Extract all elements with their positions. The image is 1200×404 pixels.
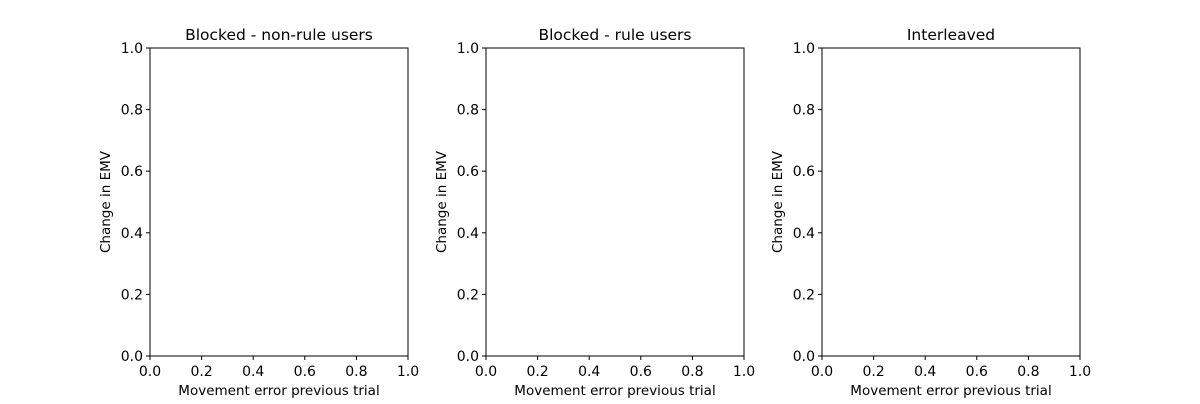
chart-panel-3: Interleaved 0.0 0.2 0.4 0.6 0.8 1.0 0.0 0.2 0.4 0.… <box>770 26 1091 399</box>
y-tick-label: 1.0 <box>793 41 815 57</box>
x-tick-label: 0.6 <box>966 364 988 380</box>
x-tick-label: 0.0 <box>475 364 497 380</box>
x-axis-label: Movement error previous trial <box>514 383 715 399</box>
x-tick-label: 0.2 <box>862 364 884 380</box>
chart-title: Blocked - rule users <box>538 26 691 44</box>
y-tick-label: 1.0 <box>121 41 143 57</box>
y-tick-label: 0.8 <box>457 103 479 119</box>
x-tick-label: 0.4 <box>242 364 264 380</box>
x-tick-label: 0.2 <box>526 364 548 380</box>
y-axis-label: Change in EMV <box>770 150 786 253</box>
x-tick-label: 0.4 <box>578 364 600 380</box>
y-tick-label: 0.8 <box>793 103 815 119</box>
x-tick-label: 0.8 <box>681 364 703 380</box>
chart-title: Blocked - non-rule users <box>185 26 373 44</box>
plot-area <box>485 47 745 357</box>
x-tick-label: 0.4 <box>914 364 936 380</box>
y-tick-label: 0.8 <box>121 103 143 119</box>
x-tick-label: 0.2 <box>190 364 212 380</box>
x-tick-label: 0.6 <box>630 364 652 380</box>
plot-area <box>149 47 409 357</box>
y-tick-label: 0.0 <box>121 349 143 365</box>
x-tick-label: 1.0 <box>397 364 419 380</box>
x-tick-label: 1.0 <box>733 364 755 380</box>
plot-area <box>821 47 1081 357</box>
x-tick-label: 0.8 <box>345 364 367 380</box>
y-tick-label: 0.4 <box>793 226 815 242</box>
y-tick-label: 0.2 <box>457 287 479 303</box>
x-tick-label: 0.0 <box>139 364 161 380</box>
x-axis-label: Movement error previous trial <box>178 383 379 399</box>
x-tick-label: 1.0 <box>1069 364 1091 380</box>
chart-panel-1: Blocked - non-rule users 0.0 0.2 0.4 0.6 0.8 1… <box>98 26 419 399</box>
x-tick-label: 0.0 <box>811 364 833 380</box>
y-axis-label: Change in EMV <box>434 150 450 253</box>
x-tick-label: 0.8 <box>1017 364 1039 380</box>
y-tick-label: 0.6 <box>793 164 815 180</box>
y-tick-label: 0.2 <box>121 287 143 303</box>
y-tick-label: 0.6 <box>457 164 479 180</box>
chart-panel-2: Blocked - rule users 0.0 0.2 0.4 0.6 0.8 1.0 0.… <box>434 26 755 399</box>
y-tick-label: 1.0 <box>457 41 479 57</box>
x-axis-label: Movement error previous trial <box>850 383 1051 399</box>
y-tick-label: 0.0 <box>457 349 479 365</box>
y-axis-label: Change in EMV <box>98 150 114 253</box>
y-tick-label: 0.2 <box>793 287 815 303</box>
y-tick-label: 0.4 <box>121 226 143 242</box>
x-tick-label: 0.6 <box>294 364 316 380</box>
chart-title: Interleaved <box>907 26 995 44</box>
y-tick-label: 0.0 <box>793 349 815 365</box>
y-tick-label: 0.4 <box>457 226 479 242</box>
y-tick-label: 0.6 <box>121 164 143 180</box>
